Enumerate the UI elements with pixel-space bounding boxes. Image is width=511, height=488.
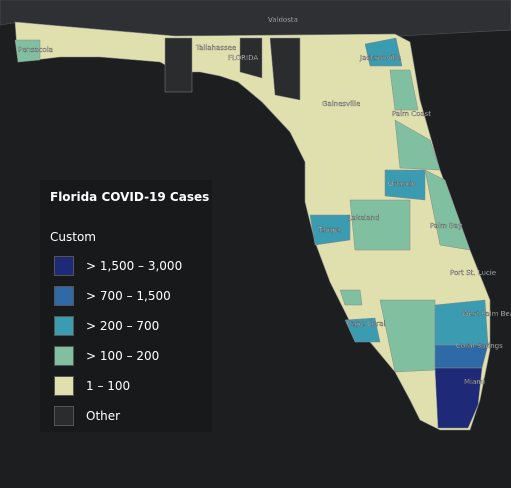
place-label: Tallahassee [195,44,236,52]
legend-swatch [54,256,74,276]
county [434,299,489,346]
county [389,69,419,111]
legend-label: > 1,500 – 3,000 [86,259,183,273]
county-other [239,37,263,79]
place-label: Cape Coral [347,320,385,328]
place-label: Tampa [317,226,341,234]
place-label: Lakeland [348,214,379,222]
legend-title: Florida COVID-19 Cases [50,190,210,204]
county [349,199,411,251]
legend-item: > 1,500 – 3,000 [54,256,182,276]
place-label: Palm Bay [430,222,462,230]
legend-label: Other [86,409,121,423]
legend-swatch [54,346,74,366]
place-label: West Palm Beach [462,310,511,318]
county-other [269,37,301,101]
legend-label: > 100 – 200 [86,349,160,363]
place-label: Coral Springs [456,342,503,350]
place-label: Jacksonville [359,54,401,62]
county [364,37,403,67]
place-label: Port St. Lucie [450,269,496,277]
legend-swatch [54,406,74,426]
legend-swatch [54,316,74,336]
counties [14,37,489,429]
county [14,39,41,63]
legend-item: > 700 – 1,500 [54,286,171,306]
legend-label: 1 – 100 [86,379,131,393]
legend-subtitle: Custom [50,230,96,244]
county [384,169,426,201]
place-label: Valdosta [268,16,298,24]
legend-swatch [54,376,74,396]
legend-label: > 200 – 700 [86,319,160,333]
place-label: Gainesville [322,100,360,108]
legend-item: 1 – 100 [54,376,130,396]
legend-swatch [54,286,74,306]
place-label: Palm Coast [392,110,431,118]
county-other [164,37,193,93]
legend-label: > 700 – 1,500 [86,289,171,303]
county [394,119,441,171]
legend-item: > 100 – 200 [54,346,159,366]
legend-item: > 200 – 700 [54,316,159,336]
legend: Florida COVID-19 Cases Custom > 1,500 – … [40,180,212,432]
county [424,169,471,251]
county [309,214,351,246]
county [339,289,363,306]
county [344,317,381,343]
county [434,367,483,429]
place-label: Orlando [388,180,416,188]
legend-item: Other [54,406,120,426]
place-label: Pensacola [18,46,53,54]
place-label: Miami [464,378,485,386]
place-label: FLORIDA [228,54,258,62]
